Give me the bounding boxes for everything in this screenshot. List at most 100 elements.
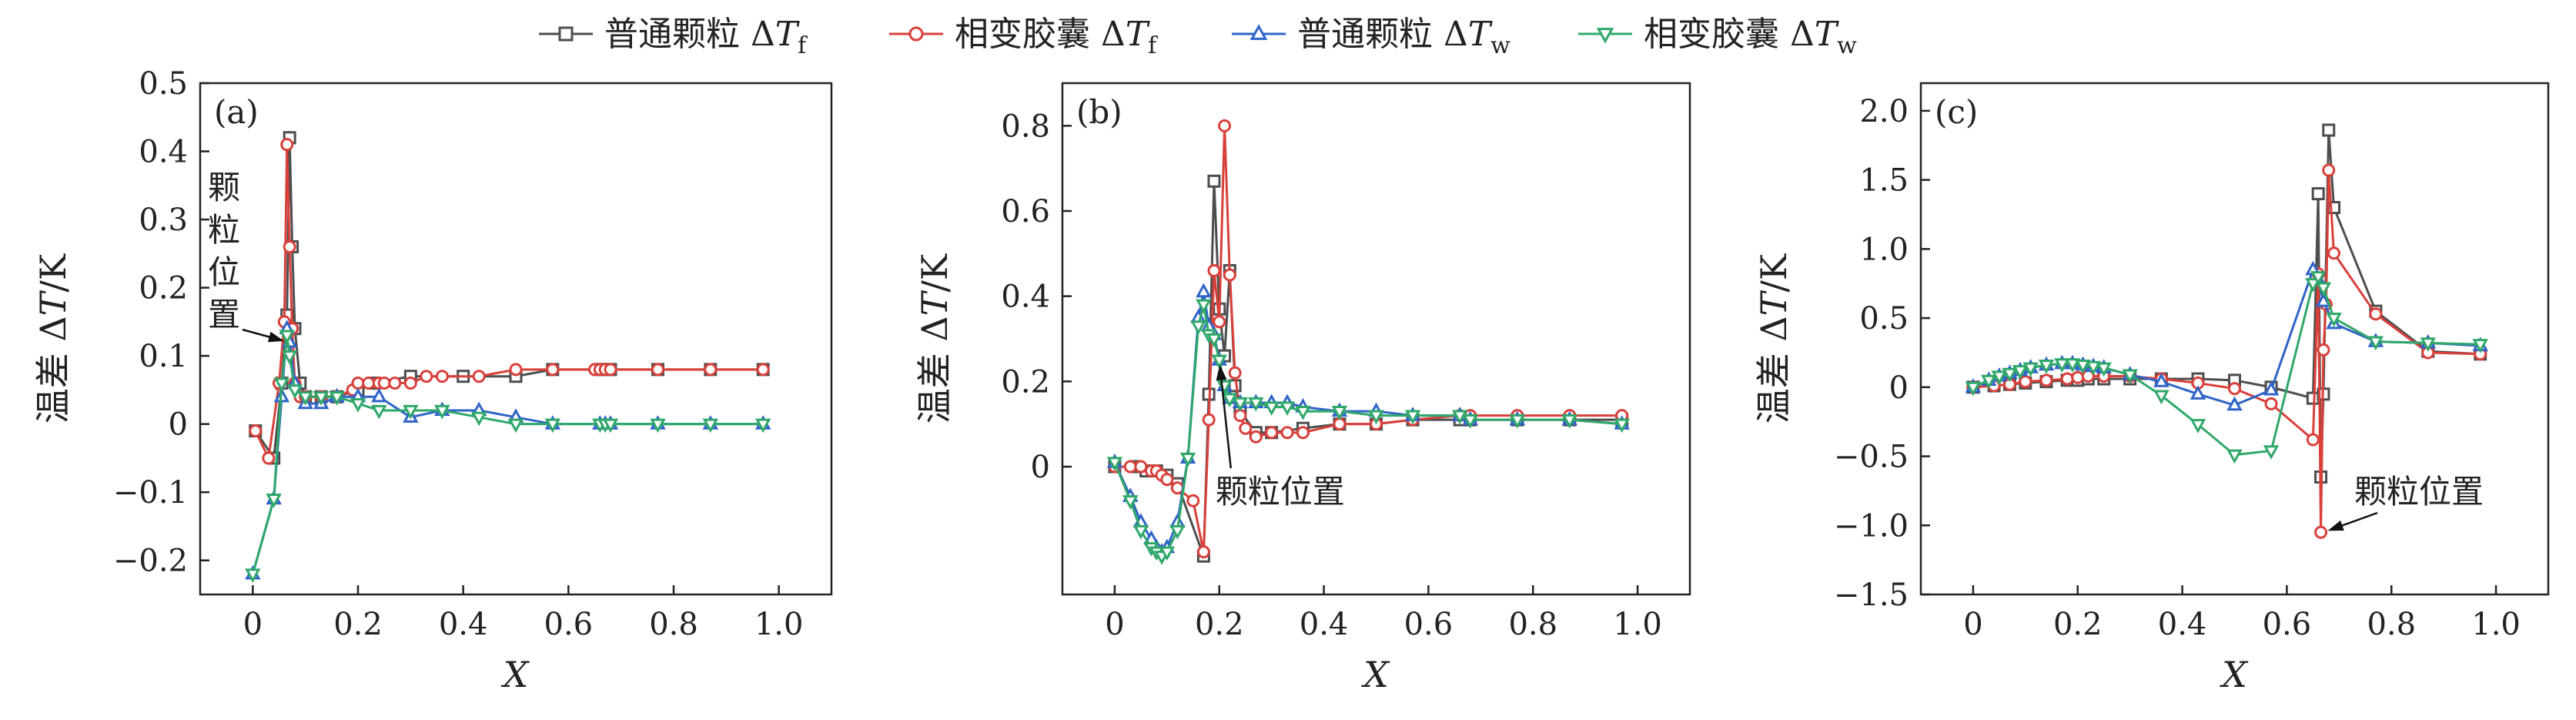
data-point (2012, 365, 2029, 380)
annotation: 颗粒位置 (208, 169, 285, 343)
data-point (1179, 452, 1196, 467)
series (245, 320, 771, 580)
x-tick-label: 0.6 (1404, 607, 1454, 642)
series-line (251, 327, 764, 574)
y-tick-label: 0.5 (139, 66, 188, 102)
x-tick-label: 0 (243, 607, 263, 642)
legend-label: 普通颗粒 ΔTw (1297, 15, 1510, 59)
data-point (1122, 495, 1139, 510)
data-point (2002, 367, 2018, 383)
annotation-arrow (242, 328, 274, 340)
series-line (254, 143, 764, 460)
y-tick-label: 1.5 (1859, 163, 1909, 199)
x-tick-label: 0.4 (2158, 607, 2207, 642)
y-tick-label: 2.0 (1859, 94, 1909, 129)
data-point (1207, 263, 1221, 277)
data-point (2153, 373, 2170, 387)
y-tick-label: 0.8 (1001, 109, 1050, 144)
y-tick-label: 0.1 (139, 339, 188, 374)
x-tick-label: 0.2 (2053, 607, 2103, 642)
data-point (2322, 123, 2336, 137)
legend-item: 普通颗粒 ΔTw (1232, 15, 1510, 59)
y-tick-label: 0.5 (1859, 301, 1909, 337)
x-tick-label: 0.8 (2367, 607, 2416, 642)
x-tick-label: 0.4 (439, 607, 488, 642)
data-point (2310, 271, 2327, 286)
annotation-text: 位 (208, 253, 240, 291)
legend: 普通颗粒 ΔTf 相变胶囊 ΔTf 普通颗粒 ΔTw 相变胶囊 ΔTw (539, 15, 1857, 59)
data-point (1451, 410, 1468, 425)
data-point (1202, 413, 1216, 427)
x-tick-label: 0.8 (649, 607, 698, 642)
data-point (2039, 373, 2053, 387)
chart-panel: 0 0.2 0.4 0.6 0.8 1.0 0 0.2 0.4 0.6 0.8 X 温差 ΔT/K (b)… (914, 82, 1691, 695)
series (1966, 163, 2487, 539)
data-point (2226, 396, 2243, 411)
data-point (1211, 354, 1227, 370)
data-point (1368, 410, 1384, 425)
data-point (1981, 374, 1997, 390)
series (249, 131, 770, 465)
data-point (604, 363, 617, 377)
y-tick-label: 0.4 (1001, 280, 1050, 315)
data-point (2153, 390, 2170, 405)
data-point (403, 377, 417, 390)
y-tick-label: −0.2 (113, 544, 188, 579)
data-point (702, 418, 719, 434)
y-axis-title: 温差 ΔT/K (1753, 253, 1795, 424)
data-point (1614, 418, 1630, 434)
data-point (509, 363, 523, 377)
data-point (1239, 421, 1253, 435)
data-point (2264, 397, 2278, 410)
data-point (1213, 315, 1226, 329)
panel-label: (c) (1935, 93, 1978, 131)
data-point (2071, 370, 2085, 384)
data-point (1991, 370, 2008, 385)
data-point (279, 330, 295, 345)
data-point (2226, 449, 2243, 464)
chart-panels: 0 0.2 0.4 0.6 0.8 1.0 −0.2 −0.1 0 0.1 0.2 0.3 0.4 0.5… (32, 66, 2550, 695)
data-point (756, 363, 770, 377)
y-axis-title: 温差 ΔT/K (32, 253, 74, 424)
data-point (273, 377, 290, 393)
data-point (1233, 409, 1247, 423)
data-point (2306, 433, 2320, 447)
data-point (1296, 426, 1310, 440)
annotation-arrowhead (2327, 520, 2344, 531)
x-tick-label: 0.4 (1300, 607, 1349, 642)
data-point (470, 411, 487, 427)
data-point (1186, 494, 1200, 507)
y-tick-label: 0.6 (1001, 194, 1050, 229)
annotation-arrowhead (1216, 364, 1227, 381)
data-point (281, 350, 298, 365)
data-point (420, 370, 433, 383)
data-point (329, 391, 345, 406)
y-tick-label: 0 (1031, 450, 1050, 485)
data-point (2305, 278, 2321, 293)
data-point (2420, 337, 2437, 352)
data-point (1280, 426, 1294, 440)
data-point (1404, 410, 1421, 425)
data-point (1134, 460, 1148, 474)
data-point (1232, 397, 1249, 412)
data-point (2019, 375, 2032, 389)
legend-marker (1250, 24, 1268, 40)
data-point (2369, 307, 2383, 321)
annotation: 颗粒位置 (2327, 473, 2484, 531)
x-tick-label: 1.0 (1613, 607, 1662, 642)
data-point (2322, 163, 2336, 177)
data-point (2367, 336, 2384, 351)
data-point (1333, 417, 1347, 431)
x-tick-label: 1.0 (2471, 607, 2521, 642)
y-tick-label: 0 (1889, 370, 1909, 406)
data-point (1196, 299, 1212, 314)
data-point (1263, 401, 1280, 417)
data-point (1249, 430, 1263, 444)
data-point (2306, 391, 2320, 405)
data-point (371, 387, 387, 403)
annotation-arrow (1219, 375, 1232, 469)
data-point (602, 418, 619, 434)
data-point (266, 493, 282, 508)
data-point (2022, 362, 2039, 377)
data-point (286, 384, 303, 399)
